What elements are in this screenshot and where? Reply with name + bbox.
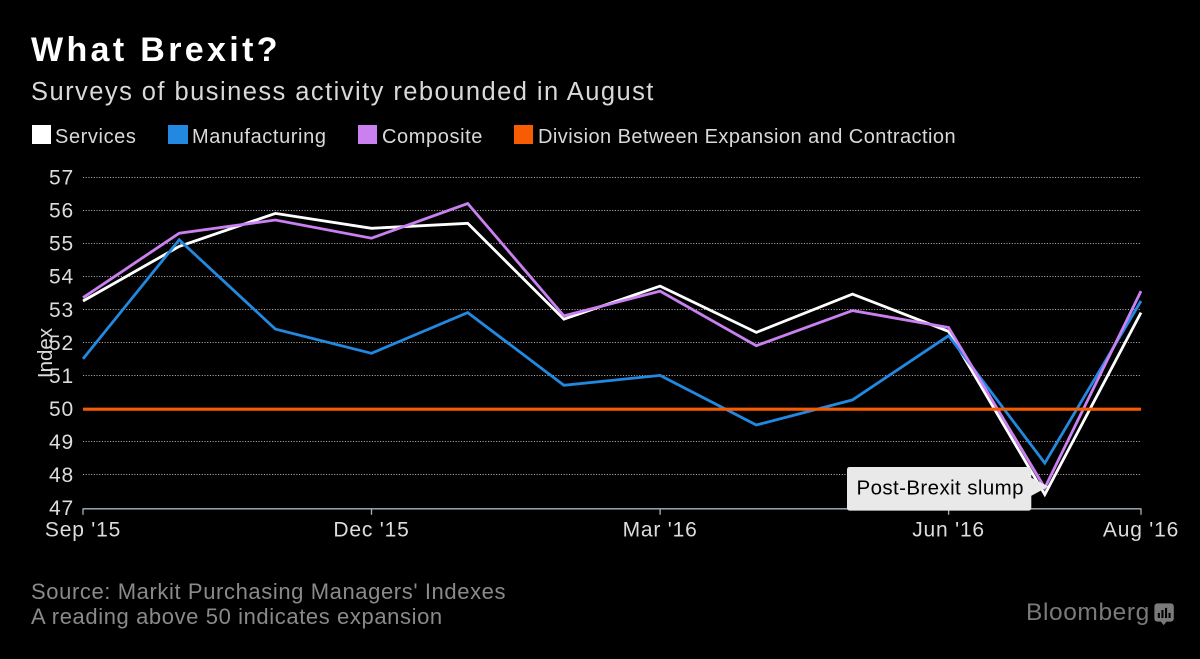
svg-text:57: 57 [49, 167, 74, 190]
svg-text:51: 51 [49, 365, 74, 388]
svg-text:Mar '16: Mar '16 [623, 518, 698, 541]
svg-text:Dec '15: Dec '15 [333, 518, 409, 541]
svg-text:56: 56 [49, 200, 74, 223]
svg-text:Aug '16: Aug '16 [1103, 518, 1179, 541]
svg-text:47: 47 [49, 497, 74, 520]
svg-text:48: 48 [49, 464, 74, 487]
svg-text:49: 49 [49, 431, 74, 454]
svg-text:Post-Brexit slump: Post-Brexit slump [857, 476, 1024, 499]
svg-text:50: 50 [49, 398, 74, 421]
svg-text:54: 54 [49, 266, 74, 289]
svg-text:Index: Index [34, 327, 57, 378]
svg-text:Jun '16: Jun '16 [912, 518, 985, 541]
svg-text:Sep '15: Sep '15 [45, 518, 121, 541]
svg-text:53: 53 [49, 299, 74, 322]
svg-text:55: 55 [49, 233, 74, 256]
svg-text:52: 52 [49, 332, 74, 355]
